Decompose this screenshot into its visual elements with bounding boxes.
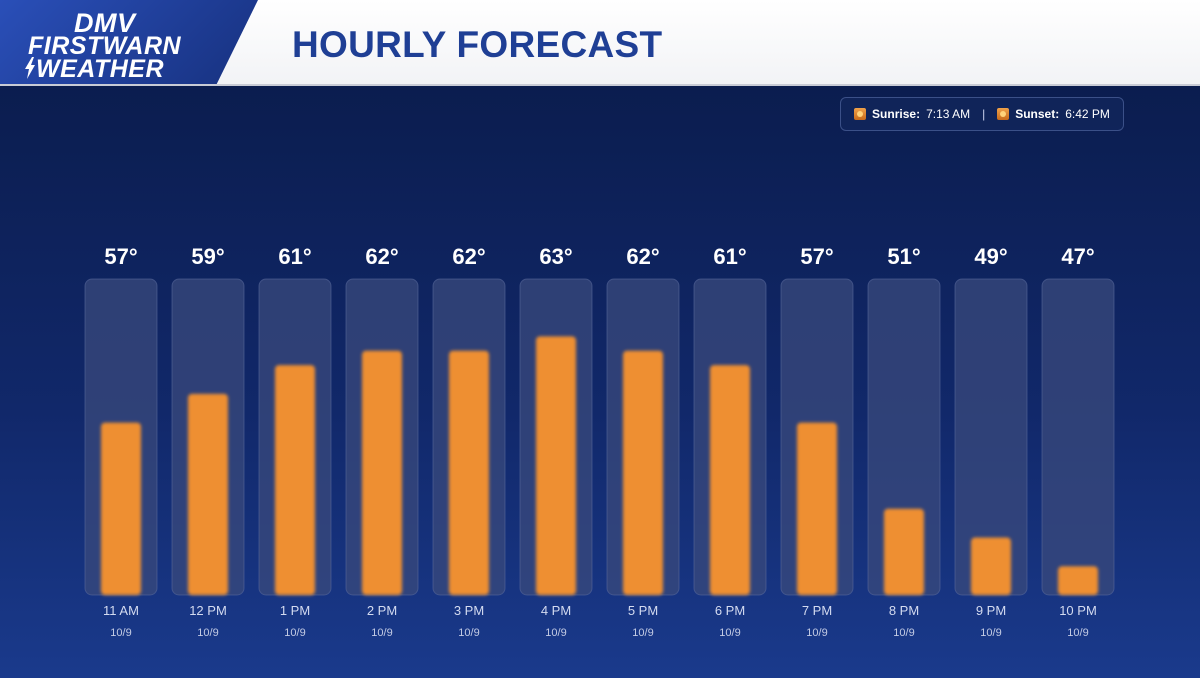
temperature-bar <box>710 365 750 595</box>
temperature-bar <box>101 422 141 595</box>
hour-label: 1 PM <box>280 603 310 618</box>
date-label: 10/9 <box>719 627 740 639</box>
sunrise-label: Sunrise: <box>872 107 921 121</box>
temperature-label: 57° <box>800 244 833 269</box>
sunrise-icon <box>854 108 867 120</box>
date-label: 10/9 <box>110 627 131 639</box>
temperature-bar <box>449 350 489 595</box>
temperature-label: 61° <box>713 244 746 269</box>
date-label: 10/9 <box>1067 627 1088 639</box>
hour-label: 2 PM <box>367 603 397 618</box>
temperature-bar <box>188 393 228 595</box>
sun-times-badge: Sunrise: 7:13 AM | Sunset: 6:42 PM <box>840 97 1124 131</box>
temperature-label: 49° <box>974 244 1007 269</box>
temperature-label: 61° <box>278 244 311 269</box>
temperature-bar <box>797 422 837 595</box>
bar-track <box>1041 278 1115 596</box>
station-logo: DMV FIRSTWARN WEATHER <box>0 0 258 84</box>
hour-label: 9 PM <box>976 603 1006 618</box>
header-bar: DMV FIRSTWARN WEATHER HOURLY FORECAST <box>0 0 1200 86</box>
date-label: 10/9 <box>632 627 653 639</box>
logo-line-weather: WEATHER <box>36 55 165 83</box>
temperature-label: 62° <box>365 244 398 269</box>
temperature-bar <box>623 350 663 595</box>
temperature-label: 62° <box>452 244 485 269</box>
date-label: 10/9 <box>284 627 305 639</box>
hour-label: 3 PM <box>454 603 484 618</box>
page-title: HOURLY FORECAST <box>292 24 663 65</box>
temperature-label: 59° <box>191 244 224 269</box>
temperature-label: 63° <box>539 244 572 269</box>
temperature-bar <box>884 508 924 595</box>
hour-label: 5 PM <box>628 603 658 618</box>
date-label: 10/9 <box>806 627 827 639</box>
temperature-label: 47° <box>1061 244 1094 269</box>
date-label: 10/9 <box>545 627 566 639</box>
temperature-label: 62° <box>626 244 659 269</box>
date-label: 10/9 <box>197 627 218 639</box>
hour-label: 6 PM <box>715 603 745 618</box>
sunset-icon <box>997 108 1010 120</box>
hour-label: 12 PM <box>189 603 227 618</box>
hour-label: 10 PM <box>1059 603 1097 618</box>
temperature-bar <box>536 336 576 595</box>
hour-label: 8 PM <box>889 603 919 618</box>
temperature-bar <box>275 365 315 595</box>
temperature-bar <box>971 537 1011 595</box>
temperature-bar <box>1058 566 1098 595</box>
sunset-time: 6:42 PM <box>1065 107 1110 121</box>
date-label: 10/9 <box>458 627 479 639</box>
logo-line-firstwarn: FIRSTWARN <box>28 32 182 60</box>
temperature-label: 57° <box>104 244 137 269</box>
logo-line-dmv: DMV <box>74 8 136 38</box>
hour-label: 11 AM <box>103 603 139 618</box>
hourly-temperature-chart: 57° 11 AM 10/9 59° 12 PM 10/9 61° 1 PM 10/9 62° 2 … <box>84 244 1115 639</box>
sun-separator: | <box>982 107 986 121</box>
hour-label: 4 PM <box>541 603 571 618</box>
date-label: 10/9 <box>893 627 914 639</box>
sunset-label: Sunset: <box>1015 107 1060 121</box>
temperature-bar <box>362 350 402 595</box>
forecast-panel: 57° 11 AM 10/9 59° 12 PM 10/9 61° 1 PM 10/9 62° 2 … <box>0 86 1200 678</box>
date-label: 10/9 <box>980 627 1001 639</box>
date-label: 10/9 <box>371 627 392 639</box>
temperature-label: 51° <box>887 244 920 269</box>
lightning-bolt-icon <box>25 57 35 79</box>
sunrise-time: 7:13 AM <box>926 107 971 121</box>
hour-label: 7 PM <box>802 603 832 618</box>
